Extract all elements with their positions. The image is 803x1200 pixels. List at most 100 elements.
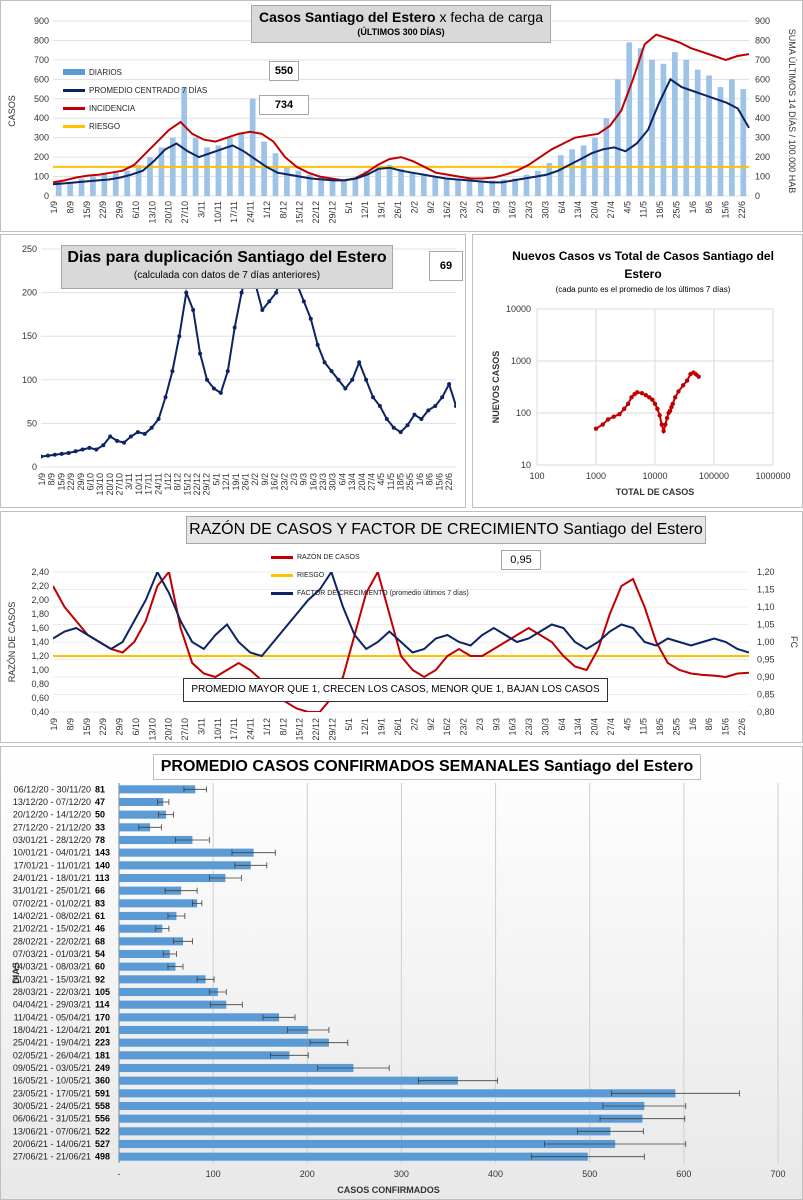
y-tick-label: 0,40 xyxy=(31,707,49,717)
doubling-point xyxy=(412,412,417,417)
x-tick-label: 25/5 xyxy=(671,201,681,219)
y2-tick-label: 0,90 xyxy=(757,672,775,682)
y-tick-label: 200 xyxy=(22,288,37,298)
x-tick-label: 22/9 xyxy=(98,718,108,736)
x-tick-label: 20/4 xyxy=(357,473,367,491)
value-label: 54 xyxy=(95,949,105,959)
chart1-value-box-incidencia: 734 xyxy=(259,95,309,115)
y2-tick-label: 1,05 xyxy=(757,620,775,630)
x-tick-label: 22/9 xyxy=(98,201,108,219)
x-tick-label: 1/6 xyxy=(688,201,698,214)
x-tick-label: 8/6 xyxy=(425,473,435,486)
daily-bar xyxy=(112,172,119,196)
daily-bar xyxy=(546,162,553,196)
x-tick-label: 6/10 xyxy=(131,201,141,219)
daily-bar xyxy=(341,179,347,196)
x-tick-label: 25/5 xyxy=(671,718,681,736)
doubling-point xyxy=(454,403,456,408)
value-label: 83 xyxy=(95,898,105,908)
x-tick-label: 29/12 xyxy=(327,718,337,741)
x-tick-label: 5/1 xyxy=(344,718,354,731)
daily-bar xyxy=(284,166,290,196)
doubling-point xyxy=(87,445,92,450)
fc-line xyxy=(53,572,749,658)
x-tick-label: 15/6 xyxy=(434,473,444,491)
doubling-point xyxy=(447,382,452,387)
bar xyxy=(119,911,177,921)
x-tick-label: 6/4 xyxy=(557,718,567,731)
doubling-point xyxy=(108,434,113,439)
legend-swatch-riesgo-fc xyxy=(271,573,293,577)
x-tick-label: 11/5 xyxy=(639,718,649,735)
bar xyxy=(119,1038,329,1047)
chart1-legend: DIARIOS PROMEDIO CENTRADO 7 DÍAS INCIDEN… xyxy=(63,63,207,135)
x-tick-label: 23/3 xyxy=(524,718,534,736)
legend-item-riesgo: RIESGO xyxy=(63,117,207,135)
category-label: 27/12/20 - 21/12/20 xyxy=(13,822,91,832)
value-label: 114 xyxy=(95,1000,110,1010)
y2-tick-label: 200 xyxy=(755,152,770,162)
daily-bar xyxy=(363,170,370,196)
x-tick-label: 15/6 xyxy=(721,201,731,219)
doubling-point xyxy=(73,449,78,454)
value-label: 60 xyxy=(95,962,105,972)
x-tick-label: - xyxy=(118,1169,121,1179)
y-tick-label: 0,80 xyxy=(31,679,49,689)
scatter-point xyxy=(625,401,631,407)
category-label: 02/05/21 - 26/04/21 xyxy=(13,1050,91,1060)
daily-bar xyxy=(500,179,507,196)
category-label: 04/04/21 - 29/03/21 xyxy=(13,1000,91,1010)
category-label: 13/12/20 - 07/12/20 xyxy=(13,797,91,807)
y2-tick-label: 500 xyxy=(755,94,770,104)
doubling-point xyxy=(398,430,403,435)
x-tick-label: 20/10 xyxy=(164,718,174,741)
value-label: 498 xyxy=(95,1152,110,1162)
category-label: 23/05/21 - 17/05/21 xyxy=(13,1088,91,1098)
x-tick-label: 13/4 xyxy=(573,718,583,736)
daily-bar xyxy=(580,145,587,196)
x-tick-label: 16/3 xyxy=(308,473,318,491)
doubling-point xyxy=(267,299,272,304)
daily-bar xyxy=(443,177,450,196)
category-label: 06/06/21 - 31/05/21 xyxy=(13,1114,91,1124)
category-label: 16/05/21 - 10/05/21 xyxy=(13,1076,91,1086)
scatter-point xyxy=(696,374,701,379)
scatter-point xyxy=(629,395,634,400)
x-tick-label: 2/3 xyxy=(289,473,299,486)
x-tick-label: 4/5 xyxy=(622,718,632,731)
category-label: 13/06/21 - 07/06/21 xyxy=(13,1126,91,1136)
daily-bar xyxy=(261,141,267,196)
y2-tick-label: 0,95 xyxy=(757,655,775,665)
daily-bar xyxy=(204,147,210,196)
x-tick-label: 20/4 xyxy=(590,718,600,736)
x-tick-label: 27/10 xyxy=(180,201,190,224)
x-tick-label: 15/12 xyxy=(182,473,192,496)
legend-label-riesgo-fc: RIESGO xyxy=(297,571,325,579)
daily-bar xyxy=(135,164,142,196)
value-label: 78 xyxy=(95,835,105,845)
daily-bar xyxy=(478,180,484,196)
legend-swatch-fc xyxy=(271,591,293,595)
value-label: 143 xyxy=(95,848,110,858)
scatter-point xyxy=(661,428,666,434)
x-tick-label: 12/1 xyxy=(360,201,370,219)
x-tick-label: 13/4 xyxy=(573,201,583,219)
scatter-point xyxy=(650,397,655,402)
value-label: 181 xyxy=(95,1050,110,1060)
category-label: 14/02/21 - 08/02/21 xyxy=(13,911,91,921)
x-tick-label: 23/3 xyxy=(318,473,328,491)
daily-bar xyxy=(637,48,644,196)
x-tick-label: 1/6 xyxy=(688,718,698,731)
x-tick-label: 12/1 xyxy=(221,473,231,491)
bar xyxy=(119,1101,645,1111)
y-tick-label: 1,60 xyxy=(31,623,49,633)
daily-bar xyxy=(375,166,382,196)
value-label: 81 xyxy=(95,784,105,794)
y-tick-label: 10 xyxy=(521,460,531,470)
daily-cases-panel: 0 0 100 100 200 200 300 300 400 400 500 500 600 600 70… xyxy=(0,0,803,232)
y2-tick-label: 1,20 xyxy=(757,567,775,577)
x-tick-label: 2/3 xyxy=(475,718,485,731)
x-tick-label: 700 xyxy=(770,1169,785,1179)
doubling-point xyxy=(156,417,161,422)
value-label: 61 xyxy=(95,911,105,921)
